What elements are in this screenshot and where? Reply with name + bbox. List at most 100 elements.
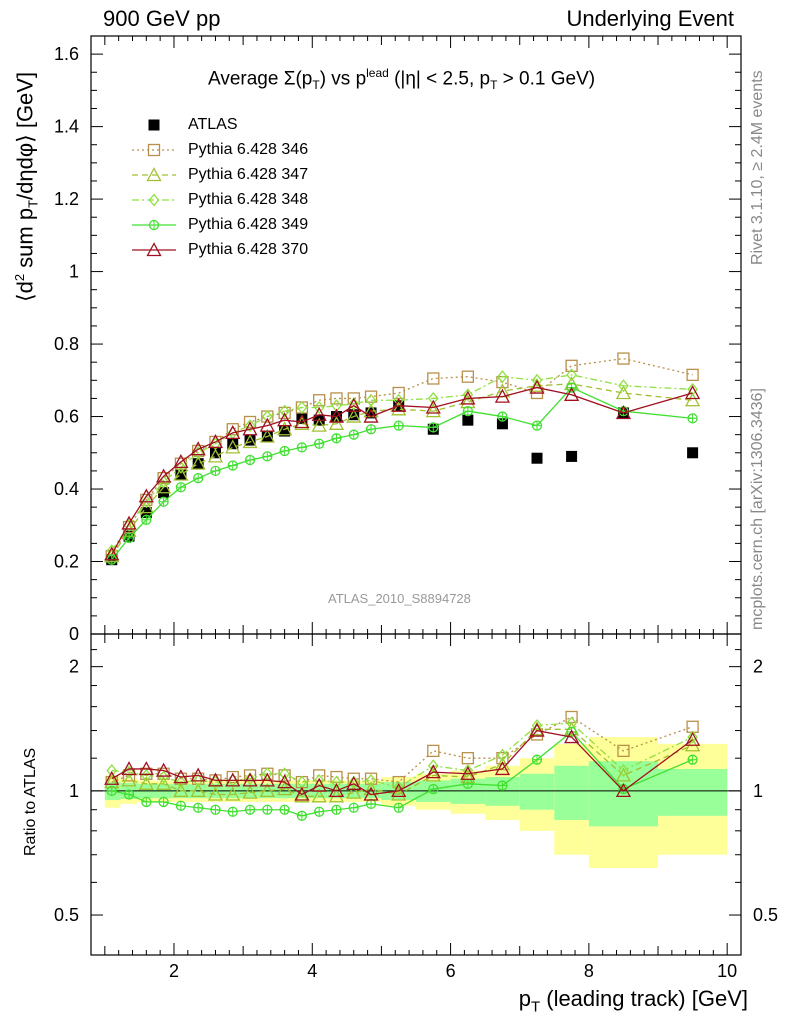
data-point (348, 397, 360, 411)
data-point (242, 434, 258, 449)
ratio-point (173, 769, 189, 784)
data-point (156, 479, 172, 494)
y-tick-label: 1.6 (54, 44, 79, 64)
legend-item: Pythia 6.428 348 (130, 187, 360, 212)
series-1 (105, 352, 699, 563)
ratio-point (242, 784, 258, 799)
ratio-point (346, 775, 362, 790)
stat-uncertainty-band (658, 768, 728, 816)
data-point (365, 424, 377, 435)
y-tick-label: 0.8 (54, 334, 79, 354)
data-point (158, 496, 169, 507)
ratio-point (617, 744, 630, 758)
data-point (123, 532, 135, 544)
data-point (244, 434, 256, 446)
data-point (365, 407, 377, 419)
data-point (427, 372, 440, 385)
data-point (615, 385, 632, 400)
ratio-series-line (111, 730, 693, 817)
data-point (529, 377, 545, 392)
ratio-point (314, 806, 325, 817)
data-point (243, 415, 257, 429)
data-point (279, 425, 291, 437)
ratio-series-group (104, 710, 701, 821)
x-tick-label: 8 (584, 961, 594, 981)
ratio-point (391, 786, 407, 801)
data-point (173, 453, 189, 468)
ratio-point (190, 767, 206, 782)
ratio-point (311, 777, 327, 792)
data-point (331, 433, 342, 444)
data-point (244, 419, 256, 433)
data-point (138, 488, 154, 503)
y-tick-label: 0 (69, 624, 79, 644)
data-point (259, 428, 275, 443)
main-series-group (104, 352, 701, 566)
legend-item: Pythia 6.428 370 (130, 237, 360, 262)
data-point (531, 373, 543, 387)
data-point (428, 422, 439, 433)
data-point (391, 401, 407, 416)
data-point (138, 499, 154, 514)
series-line (111, 357, 693, 557)
stat-uncertainty-band (554, 765, 589, 820)
legend-swatch (132, 192, 176, 207)
x-tick-label: 2 (169, 961, 179, 981)
data-point (615, 405, 632, 420)
data-point (365, 393, 377, 407)
x-tick-label: 6 (446, 961, 456, 981)
y-tick-label: 0.6 (54, 407, 79, 427)
ratio-point (226, 770, 239, 784)
legend-label: Pythia 6.428 370 (188, 240, 309, 258)
ratio-point (618, 764, 629, 778)
ratio-point (331, 775, 342, 789)
ratio-point (158, 796, 169, 808)
data-point (346, 408, 362, 423)
legend-swatch (132, 241, 176, 256)
legend-marker (146, 241, 162, 256)
ratio-uncertainty-bands (91, 737, 741, 869)
data-point (157, 472, 170, 485)
series-0 (106, 400, 699, 566)
ratio-point (531, 754, 543, 765)
data-point (279, 404, 290, 418)
main-frame (90, 35, 742, 635)
ratio-point (140, 768, 152, 782)
ratio-point (278, 769, 291, 782)
data-point (427, 391, 439, 405)
series-4 (106, 382, 698, 565)
data-point (328, 415, 345, 430)
data-point (121, 515, 137, 530)
data-point (262, 451, 273, 462)
ratio-y-tick-label: 0.5 (54, 905, 79, 925)
ratio-point (331, 804, 342, 815)
x-tick-label: 4 (307, 961, 317, 981)
data-point (425, 403, 441, 418)
data-point (566, 368, 577, 382)
x-tick-label: 10 (717, 961, 737, 981)
ratio-y-tick-label-right: 0.5 (753, 905, 778, 925)
header-left: 900 GeV pp (103, 6, 221, 31)
y-tick-label: 1 (69, 262, 79, 282)
data-point (566, 450, 578, 462)
data-point (497, 411, 508, 422)
ratio-point (175, 775, 187, 789)
data-point (497, 370, 508, 384)
legend-marker (148, 219, 160, 230)
ratio-point (121, 761, 137, 776)
data-point (618, 379, 629, 393)
ratio-point (615, 767, 632, 782)
data-point (225, 424, 241, 440)
y-tick-label: 1.2 (54, 189, 79, 209)
data-point (277, 421, 293, 436)
ratio-point (207, 786, 224, 801)
data-point (346, 397, 362, 412)
y-tick-label: 1.4 (54, 117, 79, 137)
data-point (687, 382, 698, 396)
stat-uncertainty-band (519, 773, 555, 810)
data-point (462, 414, 474, 426)
data-point (364, 390, 378, 403)
ratio-point (106, 764, 118, 778)
ratio-point (296, 810, 308, 821)
